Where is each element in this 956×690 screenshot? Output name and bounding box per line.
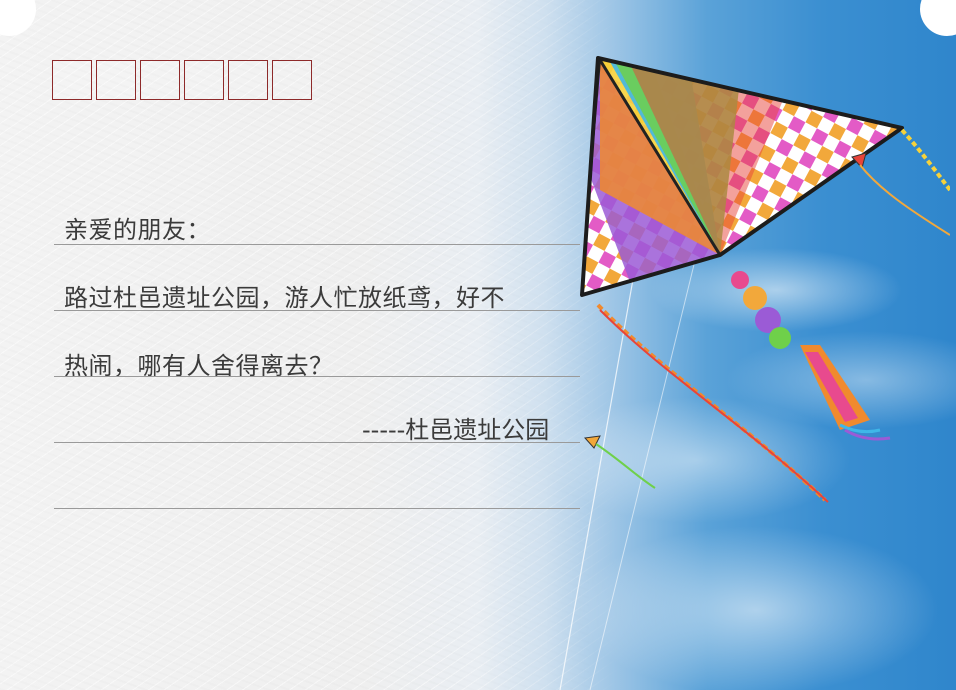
zip-code-boxes [52, 60, 312, 100]
letter-line-1: 路过杜邑遗址公园，游人忙放纸鸢，好不 [64, 284, 505, 312]
corner-notch-left [0, 0, 36, 36]
corner-notch-right [920, 0, 956, 36]
rule-line [54, 244, 580, 245]
zip-box[interactable] [272, 60, 312, 100]
rule-line [54, 508, 580, 509]
zip-box[interactable] [184, 60, 224, 100]
letter-greeting: 亲爱的朋友： [64, 216, 211, 244]
letter-line-2: 热闹，哪有人舍得离去？ [64, 352, 334, 380]
rule-line [54, 310, 580, 311]
kite-icon [559, 56, 950, 690]
letter-signature: -----杜邑遗址公园 [362, 416, 550, 444]
paper-texture [0, 0, 620, 690]
rule-line [54, 442, 580, 443]
zip-box[interactable] [140, 60, 180, 100]
zip-box[interactable] [52, 60, 92, 100]
zip-box[interactable] [228, 60, 268, 100]
rule-line [54, 376, 580, 377]
zip-box[interactable] [96, 60, 136, 100]
